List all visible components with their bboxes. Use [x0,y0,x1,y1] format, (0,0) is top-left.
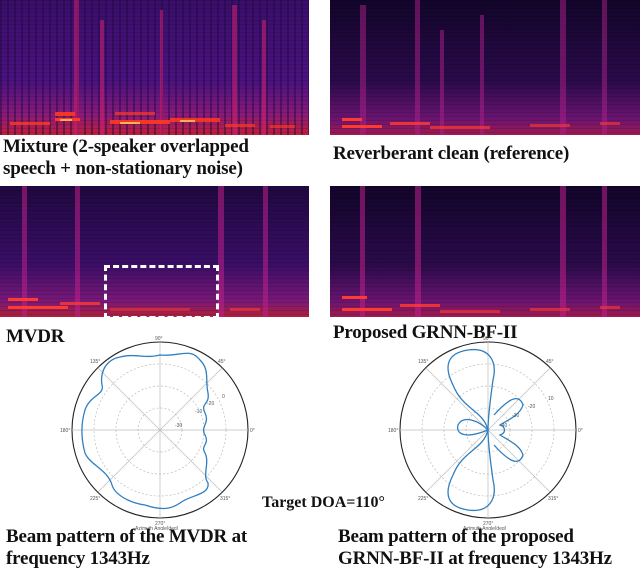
caption-beam-proposed-line1: Beam pattern of the proposed [338,526,574,547]
svg-text:-20: -20 [528,404,535,410]
highlight-box [104,265,219,319]
svg-text:45°: 45° [546,359,554,365]
svg-text:10: 10 [548,396,554,402]
svg-text:225°: 225° [418,496,428,502]
svg-text:-30: -30 [512,413,519,419]
svg-text:Azimuth Angle[deg]: Azimuth Angle[deg] [135,526,179,530]
svg-text:-40: -40 [500,423,507,429]
caption-beam-mvdr-line2: frequency 1343Hz [6,548,150,569]
svg-text:315°: 315° [548,496,558,502]
svg-text:135°: 135° [90,359,100,365]
beam-pattern-mvdr: 90° 0° 45° 135° 180° 225° 270° 315° -30 … [60,335,260,532]
caption-mvdr: MVDR [6,326,65,347]
svg-text:180°: 180° [60,428,70,434]
spectrogram-mixture [0,0,309,135]
spectrogram-mvdr [0,186,309,317]
svg-text:Azimuth Angle[deg]: Azimuth Angle[deg] [463,526,507,530]
svg-text:90°: 90° [155,336,163,342]
caption-reference: Reverberant clean (reference) [333,143,570,164]
caption-mixture-line1: Mixture (2-speaker overlapped [3,136,249,157]
beam-pattern-proposed: 90° 0° 45° 135° 180° 225° 270° 315° -40 … [388,335,588,532]
svg-text:180°: 180° [388,428,398,434]
svg-text:-20: -20 [207,401,214,407]
svg-text:135°: 135° [418,359,428,365]
svg-text:0°: 0° [250,428,255,434]
caption-beam-proposed-line2: GRNN-BF-II at frequency 1343Hz [338,548,612,569]
svg-text:-30: -30 [175,423,182,429]
svg-text:225°: 225° [90,496,100,502]
caption-beam-mvdr-line1: Beam pattern of the MVDR at [6,526,248,547]
spectrogram-proposed [330,186,640,317]
spectrogram-reference [330,0,640,135]
svg-text:270°: 270° [483,521,493,527]
svg-text:0°: 0° [578,428,583,434]
caption-proposed: Proposed GRNN-BF-II [333,322,518,343]
svg-text:315°: 315° [220,496,230,502]
svg-text:0: 0 [222,394,225,400]
svg-text:270°: 270° [155,521,165,527]
svg-text:45°: 45° [218,359,226,365]
caption-mixture-line2: speech + non-stationary noise) [3,158,243,179]
target-doa-label: Target DOA=110° [262,494,385,511]
svg-text:-10: -10 [195,409,202,415]
svg-text:90°: 90° [483,336,491,342]
